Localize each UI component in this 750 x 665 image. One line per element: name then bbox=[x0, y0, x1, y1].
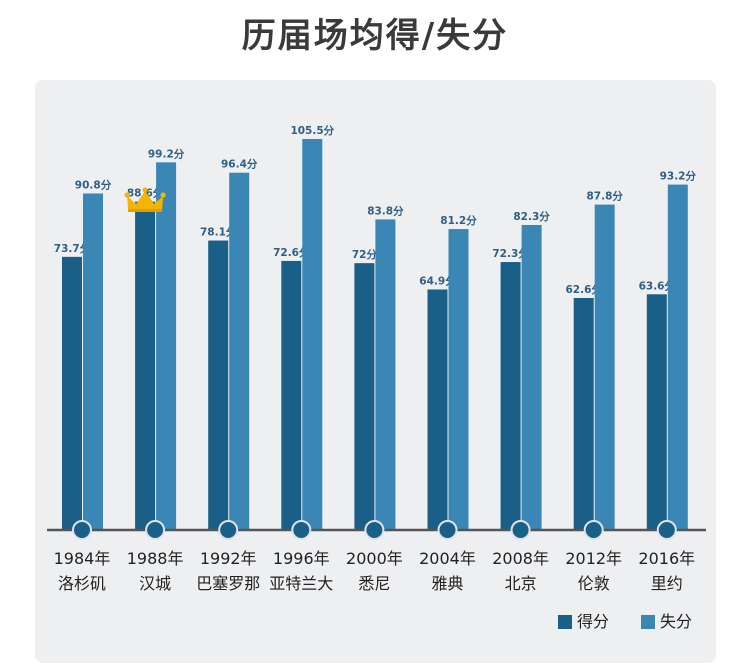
bar-scored-6 bbox=[500, 262, 521, 530]
legend-swatch-scored bbox=[558, 615, 572, 629]
x-tick-label-year-0: 1984年 bbox=[54, 549, 111, 568]
data-label-conceded-3: 105.5分 bbox=[290, 124, 334, 137]
chart-title: 历届场均得/失分 bbox=[241, 16, 509, 56]
data-label-conceded-4: 83.8分 bbox=[367, 204, 404, 217]
data-label-scored-6: 72.3分 bbox=[492, 247, 529, 260]
data-label-conceded-1: 99.2分 bbox=[148, 147, 185, 160]
legend-label-conceded: 失分 bbox=[660, 612, 692, 631]
bar-conceded-8 bbox=[667, 184, 688, 530]
bar-scored-8 bbox=[646, 294, 667, 530]
bar-conceded-6 bbox=[521, 224, 542, 530]
legend-label-scored: 得分 bbox=[577, 612, 609, 631]
data-label-scored-5: 64.9分 bbox=[419, 274, 456, 287]
bar-conceded-0 bbox=[83, 193, 103, 530]
data-label-scored-2: 78.1分 bbox=[200, 226, 237, 239]
axis-marker-5 bbox=[437, 520, 458, 540]
bar-conceded-5 bbox=[448, 229, 469, 530]
x-tick-label-year-6: 2008年 bbox=[492, 549, 549, 568]
x-tick-label-city-7: 伦敦 bbox=[578, 574, 610, 593]
data-label-conceded-0: 90.8分 bbox=[75, 178, 112, 191]
axis-marker-7 bbox=[583, 520, 604, 540]
x-tick-label-year-1: 1988年 bbox=[127, 549, 184, 568]
data-label-scored-7: 62.6分 bbox=[565, 283, 602, 296]
data-label-conceded-8: 93.2分 bbox=[660, 170, 697, 183]
crown-icon bbox=[124, 187, 166, 212]
data-label-conceded-2: 96.4分 bbox=[221, 158, 258, 171]
axis-marker-6 bbox=[510, 520, 531, 540]
x-tick-label-year-5: 2004年 bbox=[419, 549, 476, 568]
x-tick-label-city-1: 汉城 bbox=[139, 574, 171, 593]
x-tick-label-year-3: 1996年 bbox=[273, 549, 330, 568]
x-tick-label-year-8: 2016年 bbox=[638, 549, 695, 568]
x-tick-label-city-3: 亚特兰大 bbox=[269, 574, 333, 593]
axis-marker-0 bbox=[72, 520, 92, 540]
x-tick-label-year-4: 2000年 bbox=[346, 549, 403, 568]
x-tick-label-city-4: 悉尼 bbox=[358, 574, 390, 593]
bar-scored-2 bbox=[208, 240, 229, 530]
x-tick-label-city-6: 北京 bbox=[505, 574, 537, 593]
data-label-conceded-6: 82.3分 bbox=[513, 210, 550, 223]
x-tick-label-city-0: 洛杉矶 bbox=[58, 574, 106, 593]
data-label-conceded-7: 87.8分 bbox=[586, 190, 623, 203]
axis-marker-1 bbox=[145, 520, 166, 540]
axis-marker-2 bbox=[218, 520, 239, 540]
bar-scored-1 bbox=[135, 201, 156, 530]
bar-conceded-3 bbox=[302, 139, 323, 530]
data-label-scored-3: 72.6分 bbox=[273, 246, 310, 259]
bar-conceded-2 bbox=[229, 172, 250, 530]
bar-conceded-4 bbox=[375, 219, 396, 530]
data-label-conceded-5: 81.2分 bbox=[440, 214, 477, 227]
data-label-scored-8: 63.6分 bbox=[639, 279, 676, 292]
data-label-scored-4: 72分 bbox=[352, 248, 378, 261]
bar-scored-5 bbox=[427, 289, 448, 530]
bar-conceded-7 bbox=[594, 204, 615, 530]
bar-conceded-1 bbox=[156, 162, 177, 530]
x-tick-label-city-8: 里约 bbox=[651, 574, 683, 593]
axis-marker-4 bbox=[364, 520, 385, 540]
axis-marker-8 bbox=[656, 520, 677, 540]
x-tick-label-city-5: 雅典 bbox=[431, 574, 463, 593]
data-label-scored-0: 73.7分 bbox=[54, 242, 91, 255]
x-tick-label-year-7: 2012年 bbox=[565, 549, 622, 568]
bar-scored-7 bbox=[573, 297, 594, 530]
x-tick-label-year-2: 1992年 bbox=[200, 549, 257, 568]
x-tick-label-city-2: 巴塞罗那 bbox=[196, 574, 260, 593]
axis-marker-3 bbox=[291, 520, 312, 540]
legend-swatch-conceded bbox=[641, 615, 655, 629]
bar-scored-3 bbox=[281, 260, 302, 530]
bar-scored-0 bbox=[62, 256, 82, 530]
bar-scored-4 bbox=[354, 263, 375, 530]
